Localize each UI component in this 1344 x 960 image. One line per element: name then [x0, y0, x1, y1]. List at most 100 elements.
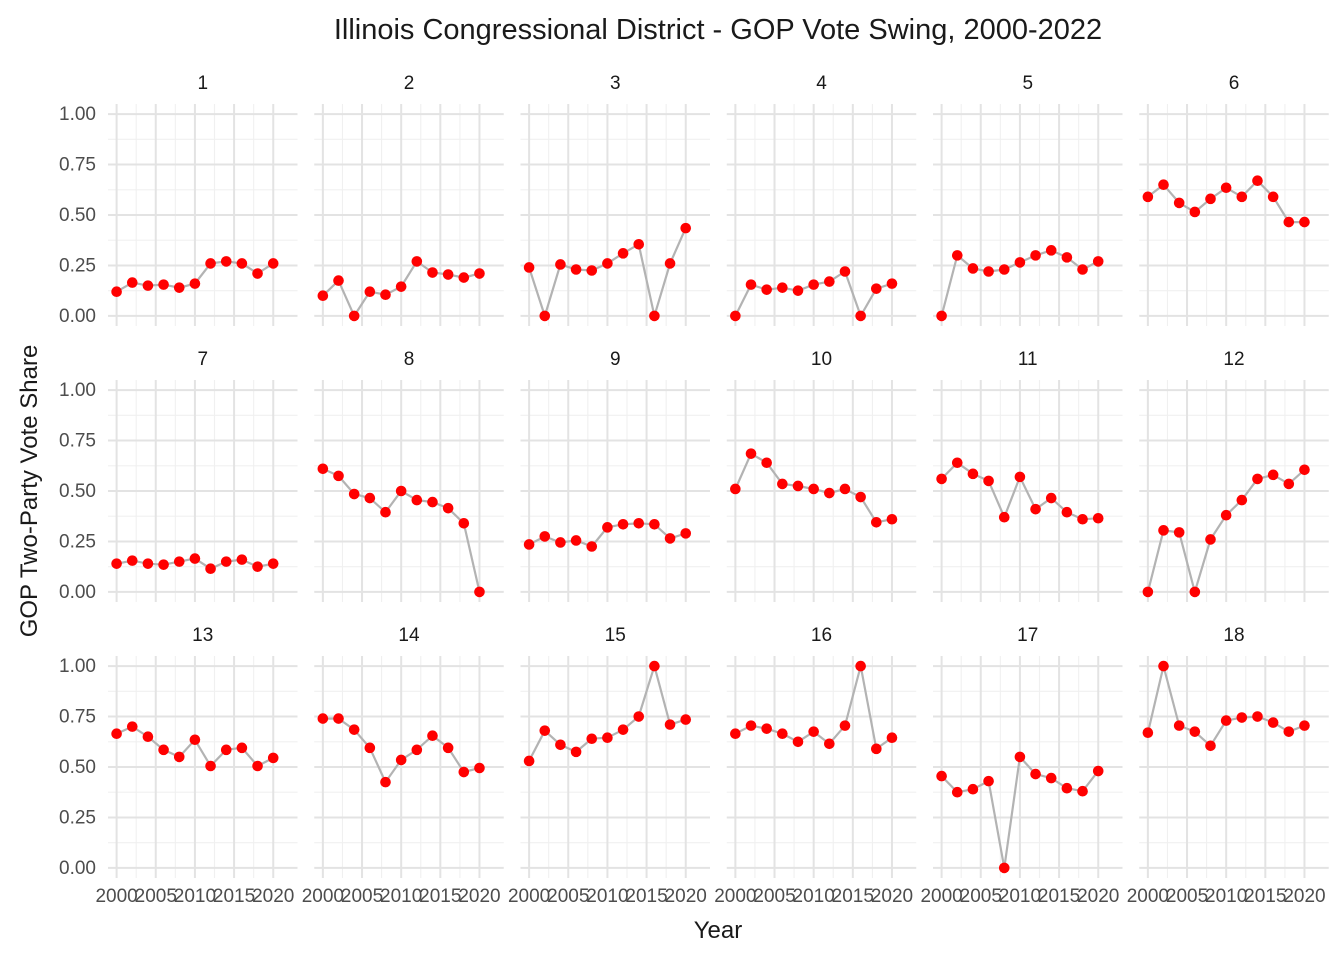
data-point: [158, 744, 169, 756]
data-point: [664, 533, 676, 544]
data-point: [649, 660, 660, 672]
strip-label: 11: [1018, 349, 1038, 370]
data-point: [395, 281, 407, 292]
x-tick-label: 2005: [1166, 886, 1208, 907]
facet-panel-10: 10: [726, 349, 917, 602]
facet-panel-6: 6: [1139, 73, 1329, 326]
data-point: [158, 279, 169, 290]
x-tick-label: 2000: [714, 886, 756, 907]
data-point: [664, 258, 676, 269]
data-point: [252, 760, 263, 772]
y-tick-label: 0.50: [59, 205, 96, 226]
data-point: [142, 731, 154, 743]
data-point: [220, 256, 232, 267]
data-point: [523, 755, 535, 767]
data-point: [586, 265, 598, 276]
data-point: [1267, 469, 1279, 481]
data-point: [442, 742, 454, 754]
facet-panel-2: 2: [314, 73, 504, 326]
y-tick-label: 0.75: [59, 431, 96, 452]
facet-panels: 1 0.00 0.25 0.50 0.75 1.00 2 3 4 5 6 7 0.00 0.25 0.50 0…: [59, 73, 1329, 907]
strip-label: 9: [610, 349, 621, 370]
x-tick-label: 2015: [213, 886, 255, 907]
data-point: [967, 263, 979, 274]
data-point: [1142, 586, 1154, 598]
data-point: [886, 278, 898, 289]
data-point: [761, 457, 772, 469]
data-point: [1220, 509, 1232, 521]
y-tick-label: 0.00: [59, 582, 96, 603]
y-tick-label: 1.00: [59, 104, 96, 125]
facet-panel-3: 3: [520, 73, 710, 326]
data-point: [602, 732, 613, 744]
data-point: [855, 491, 866, 503]
data-point: [380, 506, 391, 518]
data-point: [777, 478, 788, 490]
data-point: [1220, 182, 1232, 194]
data-point: [1189, 586, 1201, 598]
data-point: [777, 282, 788, 293]
data-point: [570, 264, 582, 275]
facet-panel-11: 11: [933, 349, 1123, 602]
data-point: [1092, 765, 1104, 777]
data-point: [617, 724, 629, 735]
data-point: [411, 494, 423, 506]
data-point: [1252, 175, 1263, 186]
data-point: [1189, 206, 1201, 218]
data-point: [220, 744, 232, 756]
data-point: [586, 541, 598, 552]
x-tick-label: 2020: [871, 886, 913, 907]
x-tick-label: 2010: [380, 886, 422, 907]
data-point: [1061, 252, 1073, 263]
data-point: [173, 556, 185, 567]
data-point: [1299, 216, 1310, 228]
data-point: [1158, 525, 1169, 536]
data-point: [348, 310, 360, 322]
x-tick-label: 2020: [1077, 886, 1119, 907]
data-point: [1014, 257, 1026, 268]
data-point: [458, 766, 470, 778]
data-point: [808, 279, 819, 290]
data-point: [1299, 720, 1310, 731]
data-point: [998, 264, 1010, 275]
x-tick-label: 2015: [1244, 886, 1286, 907]
data-point: [951, 457, 963, 469]
x-tick-label: 2020: [1283, 886, 1325, 907]
strip-label: 6: [1229, 73, 1240, 94]
data-point: [317, 290, 329, 302]
facet-panel-8: 8: [314, 349, 504, 602]
y-tick-label: 0.00: [59, 858, 96, 879]
data-point: [855, 310, 866, 322]
data-point: [745, 448, 757, 459]
data-point: [936, 310, 947, 322]
x-tick-label: 2010: [999, 886, 1041, 907]
data-point: [427, 267, 438, 278]
data-point: [1236, 191, 1248, 203]
data-point: [1142, 191, 1154, 203]
data-point: [1142, 727, 1154, 738]
strip-label: 13: [192, 625, 213, 646]
strip-label: 7: [197, 349, 208, 370]
data-point: [1220, 715, 1232, 726]
data-point: [252, 561, 263, 572]
data-point: [348, 488, 360, 500]
data-point: [983, 475, 994, 487]
data-point: [111, 286, 122, 297]
x-tick-label: 2020: [665, 886, 707, 907]
data-point: [792, 736, 804, 748]
data-point: [395, 754, 407, 766]
data-point: [1061, 782, 1073, 794]
x-tick-label: 2020: [252, 886, 294, 907]
data-point: [1189, 726, 1201, 737]
x-tick-label: 2000: [302, 886, 344, 907]
data-point: [680, 222, 692, 234]
data-point: [871, 283, 882, 294]
data-point: [1205, 534, 1216, 545]
data-point: [1205, 740, 1216, 752]
data-point: [1045, 492, 1057, 504]
data-point: [555, 259, 566, 270]
strip-label: 1: [197, 73, 208, 94]
